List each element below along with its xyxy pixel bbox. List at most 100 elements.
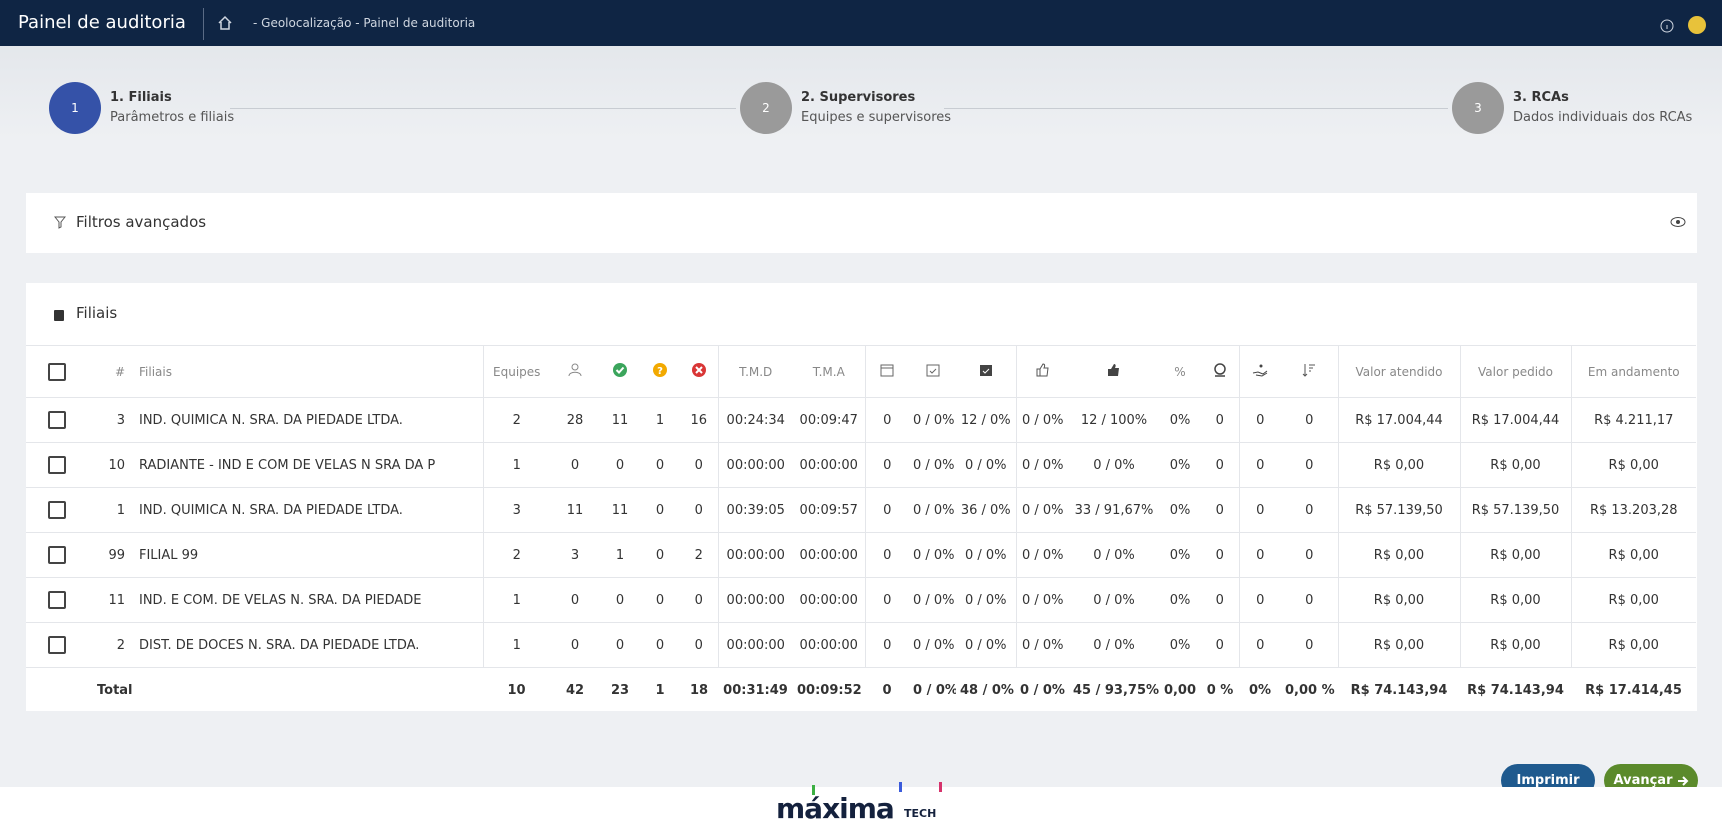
cell: 1 <box>600 532 640 578</box>
cell: R$ 57.139,50 <box>1460 487 1572 533</box>
cell: R$ 0,00 <box>1338 622 1461 668</box>
header-cell <box>1016 345 1069 398</box>
cell: 1 <box>483 442 550 488</box>
row-checkbox[interactable] <box>47 636 66 654</box>
cell: R$ 0,00 <box>1571 577 1696 623</box>
cell: 11 <box>550 487 600 533</box>
cell: 0 <box>865 532 909 578</box>
next-label: Avançar <box>1613 773 1673 788</box>
cell <box>26 487 87 533</box>
column-icon <box>926 364 939 377</box>
step-title: 1. Filiais <box>110 90 172 105</box>
top-bar: Painel de auditoria - Geolocalização - P… <box>0 0 1722 46</box>
cell: 12 / 0% <box>956 397 1017 443</box>
step-circle: 1 <box>49 82 101 134</box>
cell: 0 / 0% <box>956 577 1017 623</box>
icon-part <box>653 363 667 377</box>
cell: 0 <box>550 622 600 668</box>
row-checkbox[interactable] <box>47 546 66 564</box>
row-checkbox[interactable] <box>47 501 66 519</box>
divider <box>203 8 204 40</box>
header-cell <box>909 345 956 398</box>
cell: 11 <box>87 577 133 623</box>
cell: 0 <box>865 622 909 668</box>
table-body: 3 IND. QUIMICA N. SRA. DA PIEDADE LTDA. 2 2… <box>26 397 1696 713</box>
total-cell: 0,00 % <box>1285 682 1335 698</box>
header-cell <box>550 345 600 398</box>
cell: 0 <box>1201 622 1240 668</box>
icon-part <box>926 364 939 377</box>
cell: 0 <box>1239 577 1281 623</box>
logo: máxima <box>776 792 895 825</box>
cell: R$ 0,00 <box>1460 577 1572 623</box>
avatar-circle <box>1688 16 1706 34</box>
column-header: Filiais <box>139 364 172 379</box>
total-cell: 0 <box>882 682 892 698</box>
row-checkbox[interactable] <box>47 456 66 474</box>
cell: 0 <box>640 487 680 533</box>
total-cell: 18 <box>689 682 709 698</box>
header-cell: # <box>87 345 133 398</box>
cell: 0 / 0% <box>1016 397 1069 443</box>
cell: 0 / 0% <box>909 532 956 578</box>
cell: 0 / 0% <box>1069 622 1159 668</box>
cell: 12 / 100% <box>1069 397 1159 443</box>
cell: R$ 17.004,44 <box>1460 397 1572 443</box>
cell: 0 <box>865 442 909 488</box>
cell: 00:00:00 <box>793 577 866 623</box>
branch-name: DIST. DE DOCES N. SRA. DA PIEDADE LTDA. <box>133 622 484 668</box>
cell: 0 <box>640 532 680 578</box>
select-all-checkbox[interactable] <box>47 362 66 381</box>
header-cell <box>26 345 87 398</box>
cell: 0 <box>1201 577 1240 623</box>
cell: 1 <box>483 622 550 668</box>
cell: 00:00:00 <box>793 622 866 668</box>
cell: 0 <box>680 622 719 668</box>
total-cell: 45 / 93,75% <box>1073 682 1159 698</box>
cell: 00:00:00 <box>793 442 866 488</box>
cell: 36 / 0% <box>956 487 1017 533</box>
table-title: Filiais <box>76 304 118 322</box>
cell <box>26 442 87 488</box>
cell <box>26 577 87 623</box>
info-icon[interactable] <box>1660 19 1674 33</box>
cell: R$ 0,00 <box>1338 577 1461 623</box>
cell: R$ 13.203,28 <box>1571 487 1696 533</box>
header-row: # Filiais Equipes? T.M.D T.M.A% Valor atendid… <box>26 345 1696 398</box>
column-icon <box>1214 363 1226 377</box>
row-checkbox[interactable] <box>47 411 66 429</box>
branch-row: 2 DIST. DE DOCES N. SRA. DA PIEDADE LTDA.… <box>26 622 1696 668</box>
breadcrumb: - Geolocalização - Painel de auditoria <box>253 16 476 30</box>
total-cell: 0% <box>1248 682 1272 698</box>
eye-icon[interactable] <box>1670 216 1686 228</box>
row-checkbox[interactable] <box>47 591 66 609</box>
avatar[interactable] <box>1687 15 1707 35</box>
arrow-icon <box>1677 775 1688 786</box>
cell: 0 / 0% <box>1016 442 1069 488</box>
cell: 1 <box>640 397 680 443</box>
cell: 0 <box>640 577 680 623</box>
step-circle: 2 <box>740 82 792 134</box>
filters-title[interactable]: Filtros avançados <box>76 213 207 231</box>
cell: 2 <box>483 532 550 578</box>
branches-table: # Filiais Equipes? T.M.D T.M.A% Valor atendid… <box>26 345 1696 713</box>
step-subtitle: Equipes e supervisores <box>801 110 952 125</box>
cell: 0 <box>1281 397 1339 443</box>
total-label: Total <box>97 682 133 698</box>
icon-part <box>982 368 990 374</box>
column-icon <box>568 363 582 377</box>
cell: 0 <box>1239 622 1281 668</box>
cell: 0% <box>1159 397 1201 443</box>
eye-outline <box>1670 217 1686 227</box>
header-cell <box>865 345 909 398</box>
column-header: T.M.D <box>739 364 773 379</box>
home-icon[interactable] <box>217 15 233 31</box>
cell: 3 <box>550 532 600 578</box>
total-cell: R$ 74.143,94 <box>1467 682 1564 698</box>
column-icon <box>1036 363 1049 377</box>
header-cell <box>1201 345 1240 398</box>
icon-part <box>1253 370 1268 377</box>
branches-card: Filiais # Filiais Equipes? T.M.D T.M.A% Valor… <box>26 283 1697 711</box>
filter-icon <box>54 216 66 229</box>
